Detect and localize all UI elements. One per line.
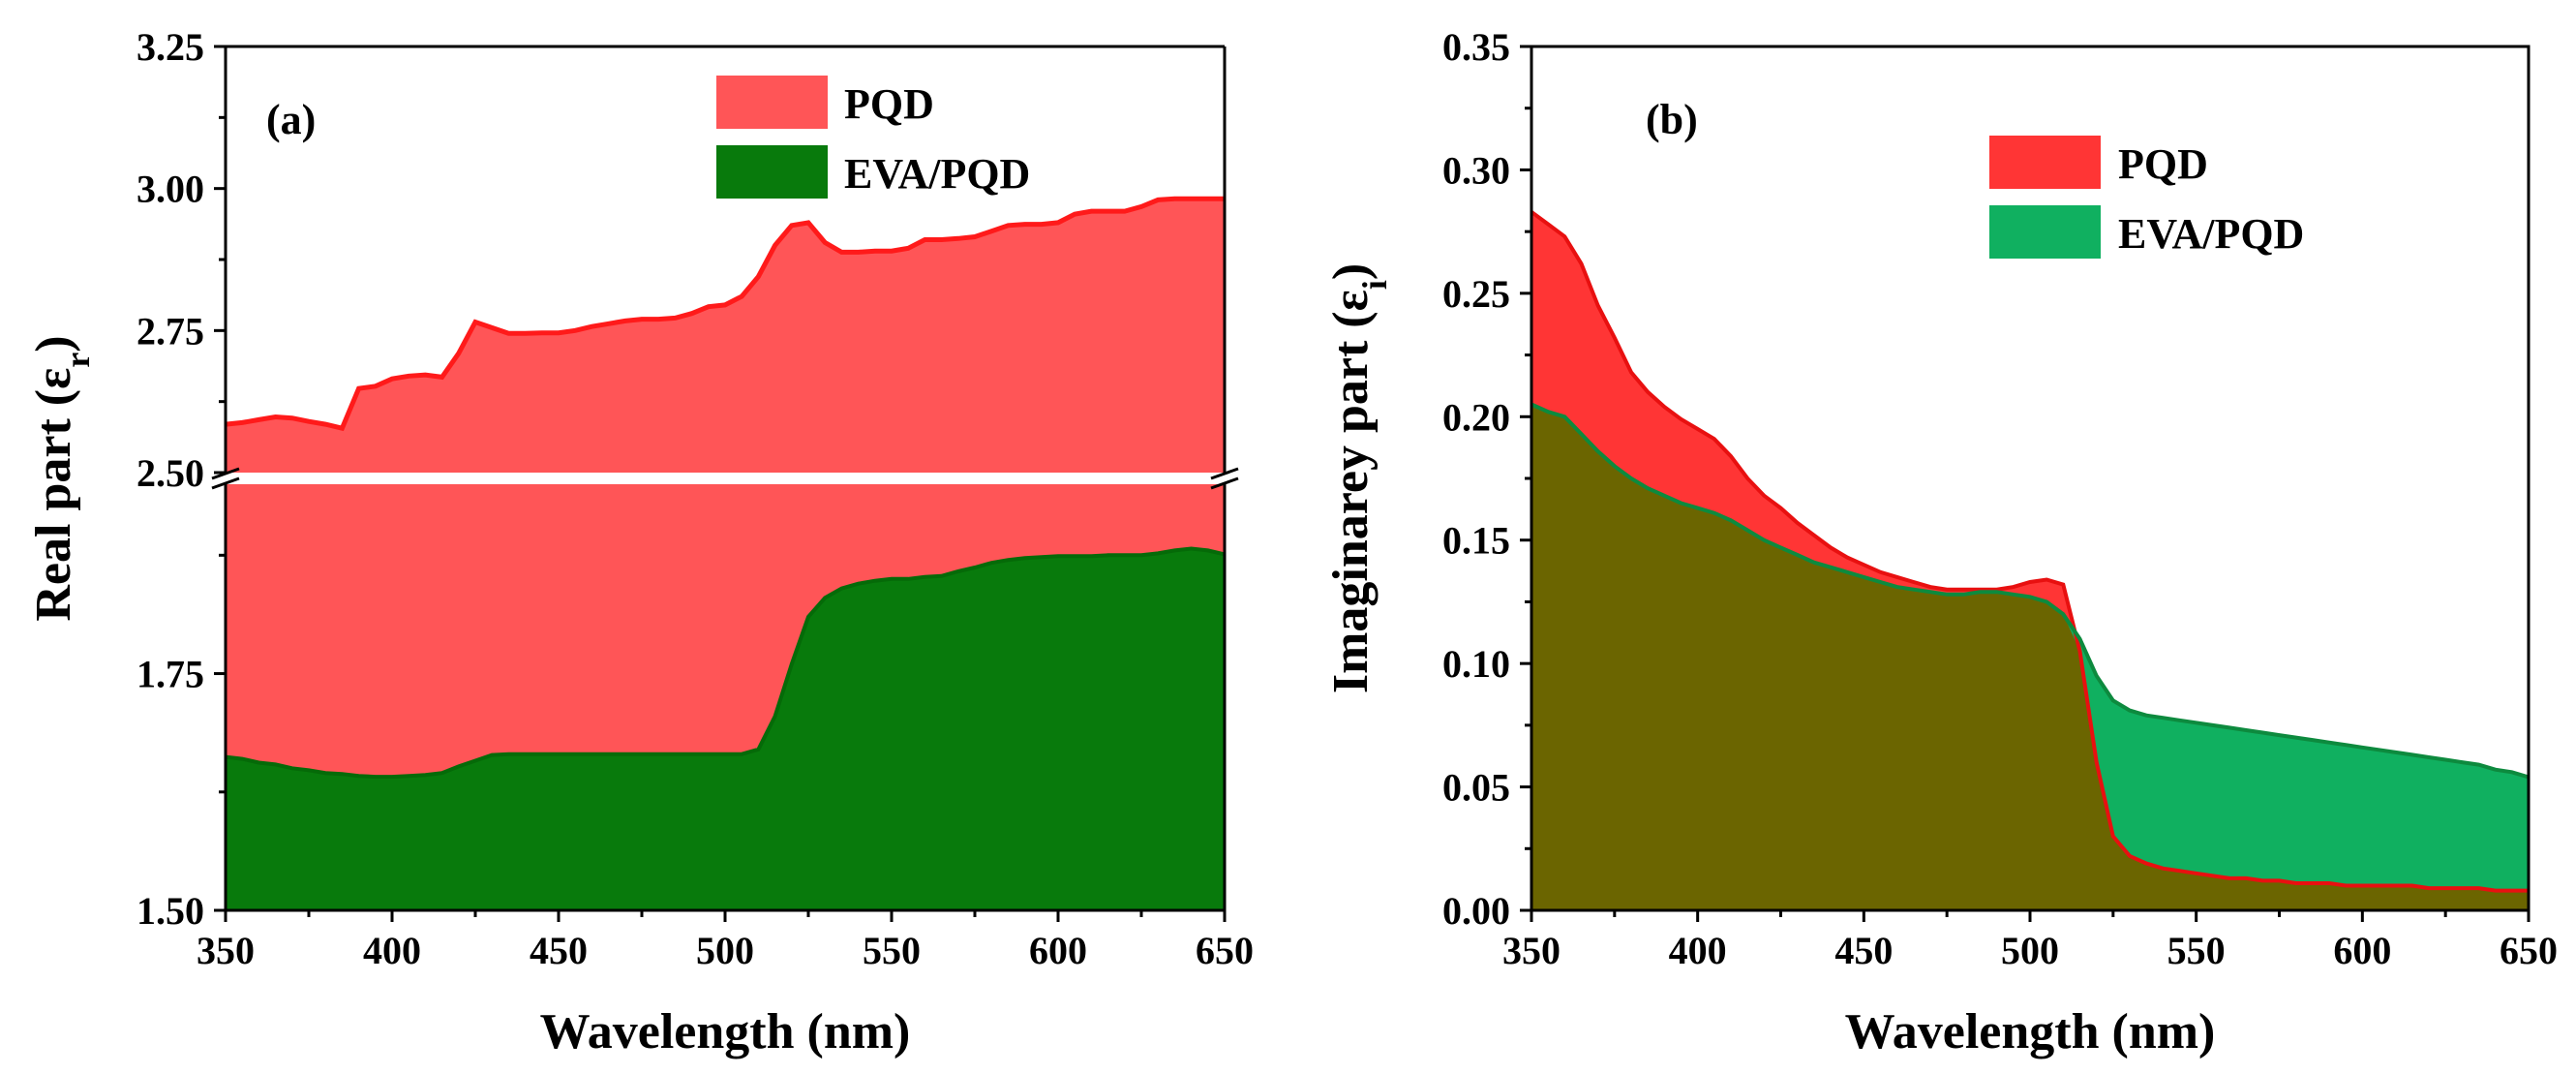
panel-a-y-tick-label: 1.50: [136, 889, 204, 933]
panel-b-y-tick-label: 0.15: [1442, 519, 1510, 563]
panel-b-chart: 350 400 450 500 550 600 650 0.00 0.05 0.10 0.15 0.2…: [1323, 25, 2558, 1059]
legend-b-swatch-eva-pqd: [1989, 205, 2101, 259]
panel-a-x-tick-label: 600: [1029, 929, 1087, 972]
panel-a-x-tick-label: 650: [1196, 929, 1254, 972]
panel-a-x-tick-label: 550: [863, 929, 921, 972]
panel-a-y-axis-label: Real part (εr): [26, 335, 97, 621]
panel-a-axis-break-right-2: [1210, 476, 1239, 490]
panel-b-y-axis-label: Imaginarey part (εi): [1323, 263, 1394, 693]
panel-a-x-tick-label: 400: [363, 929, 421, 972]
panel-a-x-tick-label: 500: [696, 929, 754, 972]
panel-a-pqd-area-upper: [226, 199, 1225, 473]
panel-a-x-tick-label: 450: [530, 929, 588, 972]
panel-a-x-tick-label: 350: [197, 929, 255, 972]
panel-a-y-tick-label: 1.75: [136, 653, 204, 696]
panel-b-x-tick-label: 500: [2001, 929, 2059, 972]
panel-a-x-axis-label: Wavelength (nm): [540, 1004, 911, 1059]
panel-b-pqd-line: [1531, 210, 2529, 893]
panel-a-label: (a): [266, 96, 316, 143]
legend-a-swatch-eva-pqd: [716, 145, 828, 199]
legend-b-label-eva-pqd: EVA/PQD: [2118, 210, 2304, 258]
legend-a-swatch-pqd: [716, 76, 828, 129]
panel-b-x-tick-label: 600: [2333, 929, 2391, 972]
panel-b-x-tick-label: 650: [2500, 929, 2558, 972]
panel-a-axis-break-right-1: [1210, 467, 1239, 480]
panel-a-eva-pqd-area: [226, 548, 1225, 910]
legend-b-label-pqd: PQD: [2118, 140, 2208, 188]
legend-b-swatch-pqd: [1989, 136, 2101, 189]
panel-b-overlap-area: [1531, 404, 2529, 910]
panel-b-label: (b): [1646, 96, 1698, 143]
panel-a-y-tick-label: 3.00: [136, 168, 204, 211]
panel-b-x-tick-label: 550: [2167, 929, 2226, 972]
panel-a-eva-pqd-line: [226, 546, 1225, 780]
panel-b-y-tick-label: 0.35: [1442, 25, 1510, 69]
panel-a-pqd-line: [226, 196, 1225, 432]
panel-b-x-tick-label: 400: [1669, 929, 1727, 972]
panel-b-y-tick-label: 0.20: [1442, 395, 1510, 439]
panel-b-y-tick-label: 0.05: [1442, 766, 1510, 810]
panel-b-y-tick-label: 0.00: [1442, 889, 1510, 933]
legend-a-label-eva-pqd: EVA/PQD: [844, 150, 1030, 198]
legend-a: PQD EVA/PQD: [716, 76, 1030, 199]
panel-a-y-tick-label: 3.25: [136, 25, 204, 69]
panel-b-x-tick-label: 450: [1834, 929, 1893, 972]
panel-a-y-tick-label: 2.75: [136, 309, 204, 353]
panel-b-eva-pqd-line: [1531, 402, 2529, 780]
legend-a-label-pqd: PQD: [844, 80, 934, 128]
panel-b-y-tick-label: 0.30: [1442, 148, 1510, 192]
legend-b: PQD EVA/PQD: [1989, 136, 2304, 259]
panel-a-axis-break-left-2: [211, 476, 240, 490]
panel-a-y-tick-label: 2.50: [136, 451, 204, 495]
panel-b-x-tick-label: 350: [1502, 929, 1561, 972]
panel-a-chart: 350 400 450 500 550 600 650 2.50 2.75 3.00 3.25 1.5…: [26, 25, 1254, 1059]
panel-b-y-tick-label: 0.25: [1442, 272, 1510, 316]
panel-b-y-tick-label: 0.10: [1442, 642, 1510, 686]
panel-b-x-axis-label: Wavelength (nm): [1845, 1004, 2216, 1059]
